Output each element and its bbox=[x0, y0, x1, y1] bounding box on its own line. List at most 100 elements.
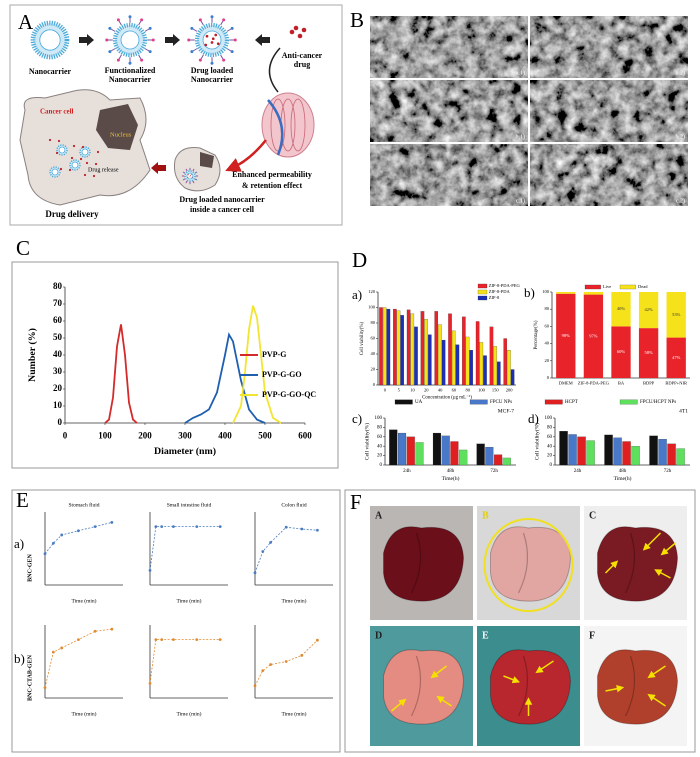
bar-segment bbox=[611, 292, 631, 327]
drug bbox=[191, 176, 193, 178]
label: Nanocarrier bbox=[191, 75, 234, 84]
x-axis-label: Time(h) bbox=[442, 475, 460, 482]
sem-image bbox=[370, 144, 528, 206]
legend-label: ZIF-8 bbox=[489, 295, 500, 300]
drug-arrow bbox=[268, 47, 281, 93]
legend-label: UA bbox=[415, 400, 423, 405]
y-tick-label: 30 bbox=[53, 366, 63, 376]
ligand-head bbox=[189, 183, 191, 185]
x-tick-label: 500 bbox=[258, 431, 272, 441]
drug bbox=[55, 151, 59, 155]
bar-segment bbox=[666, 337, 686, 378]
panel-label: F bbox=[350, 490, 362, 514]
drug bbox=[59, 167, 63, 171]
panel-label: B bbox=[350, 8, 364, 32]
bar bbox=[396, 310, 401, 386]
value-label: 40% bbox=[617, 306, 626, 311]
value-label: 42% bbox=[644, 307, 653, 312]
x-tick-label: 24h bbox=[403, 469, 411, 474]
drug bbox=[57, 139, 61, 143]
y-axis-label: Percentage(%) bbox=[534, 320, 539, 349]
ligand bbox=[138, 54, 142, 60]
tissue-lobe bbox=[270, 98, 286, 152]
ligand bbox=[110, 28, 116, 32]
bar bbox=[667, 443, 676, 466]
photo-label: E bbox=[482, 630, 489, 641]
ligand-head bbox=[210, 15, 214, 19]
bar bbox=[613, 437, 622, 466]
series-line bbox=[104, 324, 138, 424]
y-axis-label: Cell viability(%) bbox=[533, 423, 540, 460]
point bbox=[253, 684, 257, 688]
point bbox=[172, 525, 175, 528]
drug bbox=[189, 176, 191, 178]
bar bbox=[441, 435, 450, 466]
ligand-head bbox=[181, 175, 183, 177]
bar bbox=[502, 457, 511, 466]
label: b.2) bbox=[676, 133, 686, 140]
liver bbox=[490, 649, 572, 725]
chart-title: 4T1 bbox=[679, 408, 688, 414]
bar bbox=[459, 449, 468, 466]
drug bbox=[81, 145, 85, 149]
series-line bbox=[254, 639, 318, 687]
drug bbox=[205, 34, 209, 38]
nucleus bbox=[200, 152, 214, 168]
ligand bbox=[118, 54, 122, 60]
bar bbox=[559, 431, 568, 466]
nanocarrier-core bbox=[81, 148, 89, 156]
label: a.1) bbox=[516, 69, 525, 76]
legend-label: PVP-G-GO-QC bbox=[262, 390, 316, 399]
bar bbox=[382, 307, 387, 386]
ligand-head bbox=[189, 167, 191, 169]
ligand-head bbox=[140, 18, 144, 22]
bar bbox=[393, 308, 397, 386]
ligand-head bbox=[187, 38, 191, 42]
drug bbox=[211, 37, 215, 41]
drug bbox=[190, 173, 192, 175]
ligand-head bbox=[198, 18, 202, 22]
y-tick-label: 80 bbox=[547, 426, 553, 431]
point bbox=[148, 682, 152, 685]
y-tick-label: 20 bbox=[545, 358, 550, 363]
y-tick-label: 10 bbox=[53, 400, 63, 410]
liver-lobe bbox=[410, 532, 422, 594]
bar bbox=[631, 446, 640, 466]
ligand bbox=[220, 20, 224, 26]
liver bbox=[383, 649, 465, 725]
drug bbox=[187, 174, 189, 176]
sem-image bbox=[530, 144, 688, 206]
series-line bbox=[44, 522, 112, 554]
nanocarrier-core bbox=[120, 30, 140, 50]
point bbox=[154, 638, 158, 641]
chart-title: Small intestine fluid bbox=[167, 501, 212, 508]
label: Drug release bbox=[88, 167, 119, 173]
bar bbox=[479, 342, 484, 386]
lesion-arrow bbox=[647, 693, 666, 707]
liver-lobe bbox=[624, 532, 636, 594]
label: Nanocarrier bbox=[29, 67, 72, 76]
legend-label: ZIF-8-PDA-PEG bbox=[489, 283, 521, 288]
x-tick-label: 600 bbox=[298, 431, 312, 441]
lesion-arrow bbox=[430, 665, 447, 679]
lesion-arrow bbox=[535, 660, 554, 674]
x-tick-label: 0 bbox=[63, 431, 68, 441]
point bbox=[110, 521, 114, 524]
liver-lobe bbox=[410, 655, 422, 717]
point bbox=[93, 629, 97, 633]
y-tick-label: 60 bbox=[545, 323, 550, 328]
ligand-head bbox=[198, 58, 202, 62]
point bbox=[51, 541, 55, 545]
x-tick-label: 48h bbox=[619, 469, 627, 474]
bar bbox=[415, 442, 424, 466]
bar bbox=[483, 355, 487, 386]
bar bbox=[441, 339, 446, 386]
row-label: BNC-GEN bbox=[27, 554, 33, 582]
panel-label: E bbox=[16, 488, 29, 512]
lesion-arrow bbox=[391, 698, 407, 712]
lesion-arrow bbox=[436, 695, 452, 707]
legend-swatch bbox=[619, 399, 638, 405]
photo-label: A bbox=[375, 510, 383, 521]
point bbox=[300, 654, 304, 657]
